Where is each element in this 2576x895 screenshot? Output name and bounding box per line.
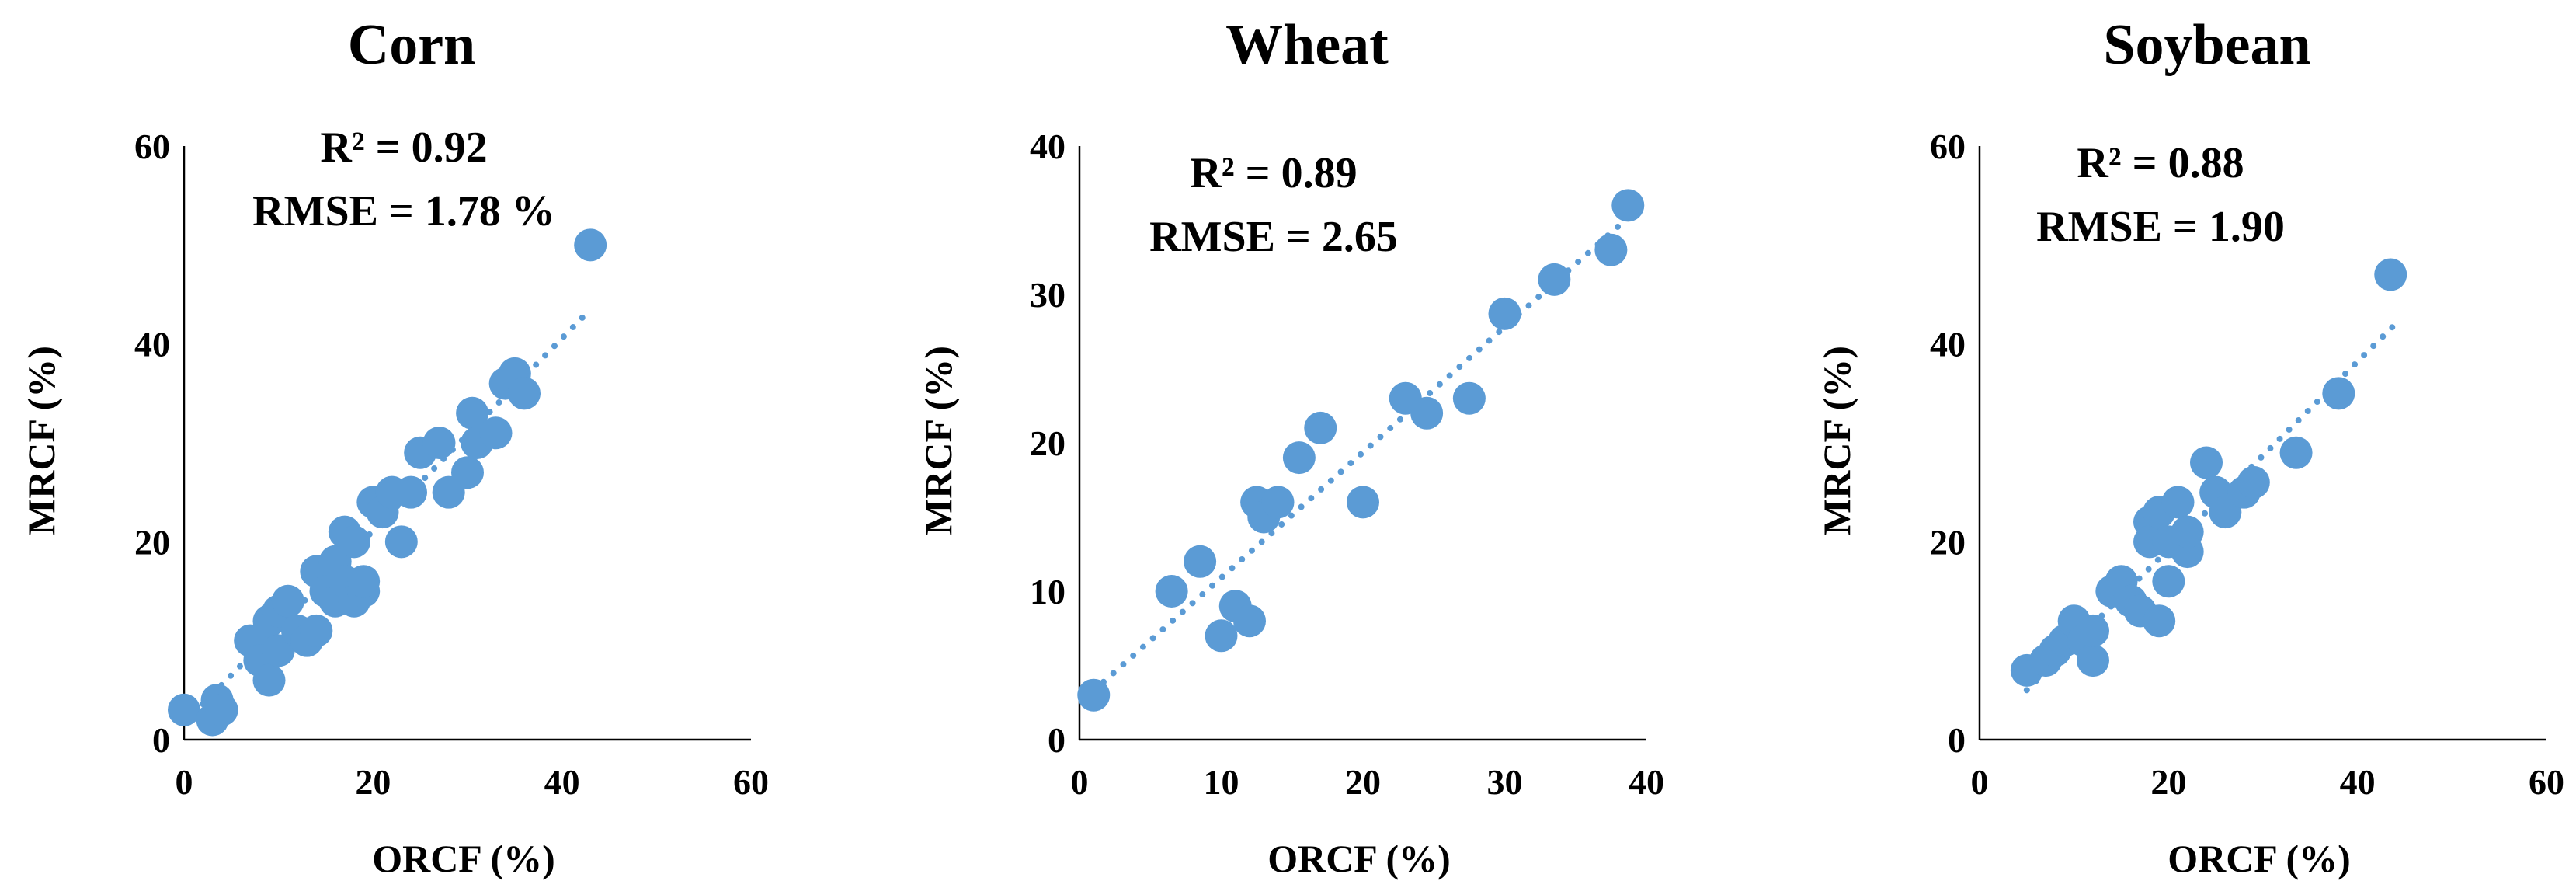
axes [183,146,751,741]
x-axis-label: ORCF (%) [2168,837,2351,880]
data-point [1184,545,1217,578]
data-point [2190,446,2223,479]
trendline [1090,217,1629,694]
x-tick-label: 0 [1071,762,1089,802]
data-point [451,456,484,489]
data-point [456,396,489,430]
data-point [205,693,238,726]
axes [1978,146,2546,741]
tick-labels: 0 20 40 60 0 20 40 60 [134,127,769,802]
r2-annotation: R² = 0.88 [2077,139,2244,187]
x-tick-label: 0 [1971,762,1989,802]
panel-corn: Corn R² = 0.92 RMSE = 1.78 % ORCF (%) MR… [19,13,769,880]
trendline-path [200,311,589,708]
chart-title: Soybean [2103,13,2310,77]
chart-title: Corn [348,13,475,77]
data-point [422,427,456,459]
rmse-annotation: RMSE = 1.78 % [252,187,555,235]
data-point [2077,644,2109,677]
data-point [1155,575,1188,608]
x-tick-label: 40 [2340,762,2376,802]
data-point [1282,441,1316,475]
data-point [2077,614,2109,647]
data-point [2152,565,2185,598]
x-axis-label: ORCF (%) [1267,837,1451,880]
y-tick-label: 40 [1030,127,1066,166]
data-point [338,525,370,559]
y-tick-label: 0 [1048,720,1066,760]
data-point [2171,515,2204,548]
data-points [2010,258,2407,687]
tick-labels: 0 10 20 30 40 0 10 20 30 40 [1030,127,1664,802]
y-tick-label: 20 [1030,423,1066,463]
x-tick-label: 60 [2529,762,2564,802]
panel-wheat: Wheat R² = 0.89 RMSE = 2.65 ORCF (%) MRC… [916,13,1664,880]
y-tick-label: 40 [1930,325,1966,364]
rmse-annotation: RMSE = 1.90 [2036,203,2285,251]
x-tick-label: 20 [355,762,391,802]
data-point [2322,377,2355,410]
x-tick-label: 40 [1629,762,1664,802]
y-tick-label: 0 [1948,720,1966,760]
data-point [347,565,381,598]
panel-soybean: Soybean R² = 0.88 RMSE = 1.90 ORCF (%) M… [1815,13,2564,880]
data-point [1488,297,1521,330]
y-axis-label: MRCF (%) [1815,346,1858,535]
data-point [479,416,513,450]
data-point [1261,486,1295,519]
data-point [1304,411,1337,444]
x-tick-label: 30 [1487,762,1523,802]
data-point [1538,263,1571,296]
data-point [508,377,541,410]
data-point [1410,396,1444,430]
x-tick-label: 20 [1345,762,1381,802]
data-point [395,475,427,509]
data-point [1205,619,1238,653]
axes [1078,146,1646,741]
x-tick-label: 20 [2150,762,2186,802]
rmse-annotation: RMSE = 2.65 [1149,213,1398,261]
x-tick-label: 60 [733,762,769,802]
data-point [300,614,333,647]
trendline [200,311,589,708]
data-point [168,693,200,726]
y-axis-label: MRCF (%) [19,346,63,535]
r2-annotation: R² = 0.89 [1190,149,1357,197]
y-tick-label: 60 [1930,127,1966,166]
x-tick-label: 0 [176,762,193,802]
data-point [1233,604,1266,638]
x-tick-label: 40 [544,762,580,802]
y-tick-label: 10 [1030,572,1066,611]
data-point [252,663,286,697]
data-point [2279,436,2313,469]
data-points [1077,189,1645,712]
data-point [574,228,607,262]
data-point [1594,233,1628,266]
chart-title: Wheat [1225,13,1389,77]
tick-labels: 0 20 40 60 0 20 40 60 [1930,127,2564,802]
data-point [2143,604,2176,638]
data-point [1347,486,1379,519]
data-point [271,584,304,618]
data-point [384,525,418,559]
x-tick-label: 10 [1204,762,1239,802]
y-tick-label: 60 [134,127,170,166]
trendline-path [1090,217,1629,694]
data-point [2161,486,2195,519]
y-axis-label: MRCF (%) [916,346,960,535]
y-tick-label: 20 [134,522,170,562]
data-point [1611,189,1645,222]
y-tick-label: 0 [152,720,170,760]
y-tick-label: 20 [1930,522,1966,562]
x-axis-label: ORCF (%) [372,837,555,880]
data-point [1077,678,1111,712]
y-tick-label: 30 [1030,275,1066,315]
data-points [168,228,607,737]
r2-annotation: R² = 0.92 [320,124,487,172]
y-tick-label: 40 [134,325,170,364]
data-point [1452,381,1486,415]
data-point [2237,465,2270,499]
data-point [2374,258,2407,291]
